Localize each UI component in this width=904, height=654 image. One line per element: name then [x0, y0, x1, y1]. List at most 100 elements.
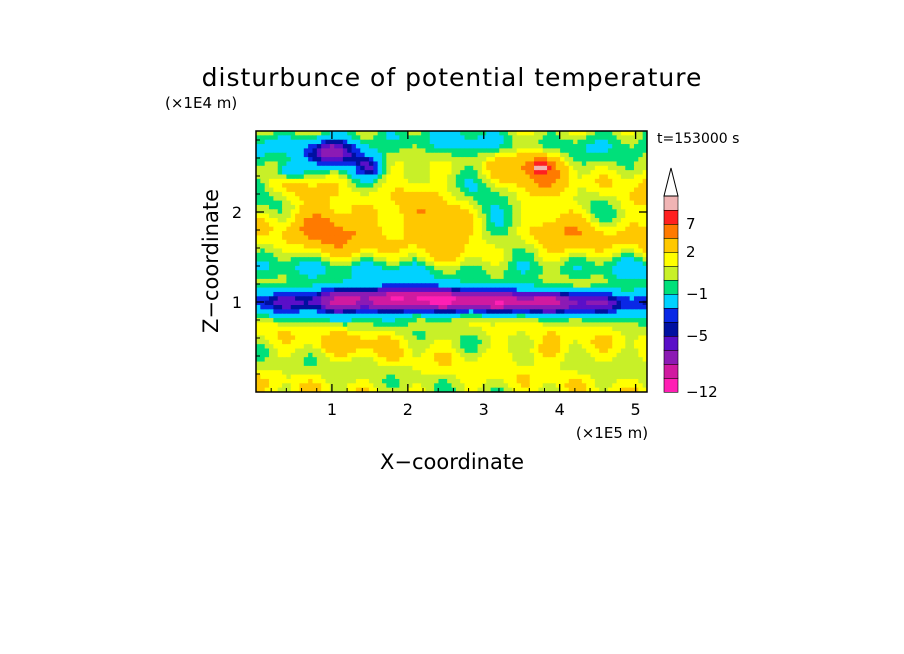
contour-cell: [564, 226, 570, 232]
contour-cell: [620, 231, 626, 236]
contour-cell: [542, 165, 548, 171]
contour-cell: [256, 218, 261, 223]
contour-cell: [334, 291, 340, 297]
contour-cell: [386, 222, 392, 228]
contour-cell: [551, 296, 557, 302]
contour-cell: [577, 344, 583, 350]
contour-cell: [399, 326, 405, 332]
contour-cell: [577, 144, 583, 149]
contour-cell: [425, 291, 431, 297]
contour-cell: [386, 322, 392, 328]
contour-cell: [547, 131, 553, 136]
contour-cell: [312, 339, 318, 345]
contour-cell: [355, 261, 361, 267]
contour-cell: [421, 139, 427, 145]
contour-cell: [421, 131, 427, 136]
contour-cell: [447, 218, 453, 223]
contour-cell: [438, 305, 444, 310]
contour-cell: [368, 318, 374, 323]
contour-cell: [529, 161, 535, 167]
contour-cell: [264, 174, 270, 180]
contour-cell: [329, 257, 335, 263]
contour-cell: [612, 222, 618, 228]
contour-cell: [512, 305, 518, 310]
contour-cell: [269, 226, 274, 232]
contour-cell: [564, 257, 570, 263]
contour-cell: [516, 139, 522, 145]
contour-cell: [334, 287, 340, 293]
contour-cell: [464, 265, 470, 271]
contour-cell: [464, 283, 470, 289]
contour-cell: [551, 365, 557, 371]
contour-cell: [325, 287, 331, 293]
contour-cell: [547, 300, 553, 306]
contour-cell: [282, 170, 288, 176]
contour-cell: [438, 239, 444, 245]
contour-cell: [421, 309, 427, 315]
contour-cell: [499, 170, 505, 176]
contour-cell: [507, 165, 513, 171]
contour-cell: [260, 261, 266, 267]
contour-cell: [360, 291, 366, 297]
contour-cell: [451, 139, 457, 145]
contour-cell: [269, 261, 274, 267]
contour-cell: [408, 226, 413, 232]
contour-cell: [412, 370, 418, 376]
contour-cell: [434, 222, 440, 228]
contour-cell: [638, 139, 644, 145]
contour-cell: [368, 144, 374, 149]
contour-cell: [381, 148, 387, 154]
contour-cell: [438, 213, 444, 219]
contour-cell: [421, 291, 427, 297]
contour-cell: [316, 248, 322, 254]
contour-cell: [329, 204, 335, 210]
contour-cell: [434, 331, 440, 337]
contour-cell: [295, 339, 301, 345]
contour-cell: [560, 200, 566, 206]
contour-cell: [351, 361, 357, 367]
contour-cell: [390, 165, 396, 171]
contour-cell: [490, 335, 496, 341]
contour-cell: [568, 165, 574, 171]
contour-cell: [586, 309, 592, 315]
contour-cell: [534, 278, 539, 284]
contour-cell: [425, 313, 431, 319]
contour-cell: [408, 261, 413, 267]
contour-cell: [551, 139, 557, 145]
contour-cell: [534, 270, 539, 276]
contour-cell: [342, 365, 348, 371]
contour-cell: [377, 365, 383, 371]
contour-cell: [529, 139, 535, 145]
contour-cell: [633, 348, 639, 354]
contour-cell: [616, 318, 622, 323]
contour-cell: [460, 326, 466, 332]
contour-cell: [581, 296, 587, 302]
contour-cell: [434, 226, 440, 232]
contour-cell: [625, 348, 631, 354]
contour-cell: [638, 213, 644, 219]
contour-cell: [525, 187, 531, 193]
contour-cell: [590, 178, 596, 184]
contour-cell: [338, 352, 344, 358]
contour-cell: [342, 261, 348, 267]
contour-cell: [534, 348, 539, 354]
contour-cell: [564, 335, 570, 341]
contour-cell: [408, 296, 413, 302]
contour-cell: [490, 226, 496, 232]
contour-cell: [295, 144, 301, 149]
contour-cell: [534, 135, 539, 141]
contour-cell: [507, 161, 513, 167]
contour-cell: [599, 218, 605, 223]
contour-cell: [377, 209, 383, 215]
contour-cell: [399, 365, 405, 371]
contour-cell: [290, 361, 296, 367]
contour-cell: [616, 131, 622, 136]
contour-cell: [538, 170, 544, 176]
contour-cell: [434, 144, 440, 149]
contour-cell: [625, 183, 631, 189]
contour-cell: [364, 209, 370, 215]
contour-cell: [486, 339, 492, 345]
contour-cell: [438, 200, 444, 206]
contour-cell: [486, 218, 492, 223]
contour-cell: [555, 313, 561, 319]
